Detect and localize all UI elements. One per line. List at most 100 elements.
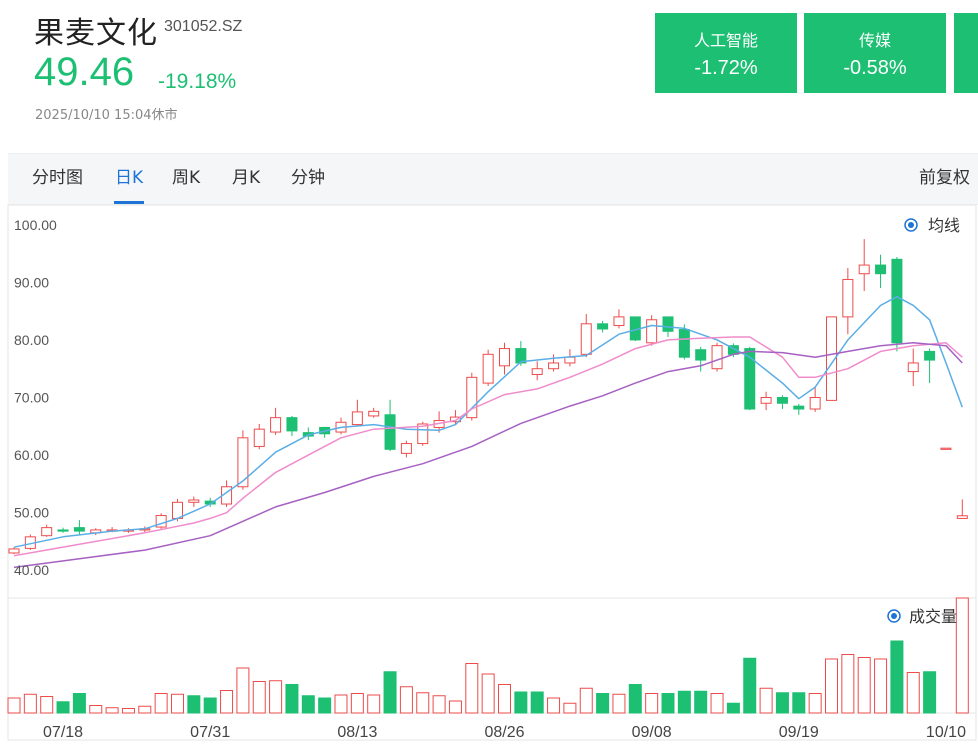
candle xyxy=(809,387,821,412)
volume-bar xyxy=(56,701,70,714)
candle-body xyxy=(597,323,609,330)
volume-bar xyxy=(187,695,201,714)
candle xyxy=(482,349,494,386)
tab-monthly-k[interactable]: 月K xyxy=(232,168,261,188)
candle-body xyxy=(564,356,576,364)
forward-adjust-button[interactable]: 前复权 xyxy=(919,168,970,188)
active-tab-underline xyxy=(114,201,144,204)
volume-bar xyxy=(825,658,838,714)
candle xyxy=(776,395,788,410)
tab-daily-k[interactable]: 日K xyxy=(115,168,144,188)
volume-bar xyxy=(203,697,217,714)
candle-body xyxy=(809,397,821,410)
volume-legend-radio-dot xyxy=(891,613,897,619)
volume-bar xyxy=(955,597,969,714)
candle xyxy=(760,391,772,411)
ma20-line xyxy=(13,342,963,569)
candle-body xyxy=(613,316,625,327)
volume-bar xyxy=(563,702,577,714)
chart-frame xyxy=(7,204,977,741)
x-tick-label: 07/18 xyxy=(43,724,83,741)
volume-legend[interactable]: 成交量 xyxy=(887,608,957,626)
volume-bar xyxy=(301,695,315,714)
candle-body xyxy=(515,348,527,364)
volume-bar xyxy=(579,687,593,714)
volume-bar xyxy=(792,692,806,714)
ma-legend-radio-dot xyxy=(908,222,914,228)
volume-bar xyxy=(759,687,773,714)
volume-bar xyxy=(399,686,413,714)
candle-body xyxy=(548,362,560,370)
sector-card-media[interactable]: 传媒 -0.58% xyxy=(804,13,946,93)
volume-bar xyxy=(367,694,381,714)
candle xyxy=(499,342,510,375)
candle-body xyxy=(417,423,429,445)
x-tick-label: 10/10 xyxy=(926,724,966,741)
volume-bar xyxy=(383,671,397,714)
volume-bar xyxy=(514,691,528,714)
candle xyxy=(924,348,936,384)
candle-body xyxy=(646,319,658,344)
volume-bar xyxy=(285,684,299,714)
volume-bar xyxy=(547,697,561,714)
volume-bar xyxy=(121,708,135,714)
candle xyxy=(41,524,53,537)
candle-body xyxy=(580,323,592,355)
volume-bar xyxy=(530,691,544,714)
x-tick-label: 07/31 xyxy=(190,724,230,741)
tab-weekly-k[interactable]: 周K xyxy=(172,168,201,188)
candle xyxy=(858,239,870,291)
candle-body xyxy=(744,348,756,410)
volume-bar xyxy=(743,657,757,714)
candle xyxy=(891,257,903,352)
candle xyxy=(368,407,380,418)
volume-bar xyxy=(775,692,789,714)
y-tick-label: 70.00 xyxy=(14,390,49,406)
candle-body xyxy=(891,258,903,344)
candle-body xyxy=(940,447,952,450)
volume-bar xyxy=(7,697,21,714)
tab-minute[interactable]: 分钟 xyxy=(291,168,325,188)
volume-bar xyxy=(906,672,920,714)
ma5-line xyxy=(13,295,964,548)
candle-body xyxy=(776,397,788,404)
y-tick-label: 40.00 xyxy=(14,562,49,578)
ma-legend-label: 均线 xyxy=(928,217,960,235)
volume-bar xyxy=(677,690,691,714)
sector-card-partial[interactable] xyxy=(954,13,978,93)
candle-body xyxy=(826,316,837,401)
candle-body xyxy=(482,353,494,384)
candle-body xyxy=(907,362,919,373)
ma-legend[interactable]: 均线 xyxy=(904,217,960,235)
volume-bar xyxy=(726,702,740,714)
tab-intraday[interactable]: 分时图 xyxy=(32,168,83,188)
candle xyxy=(580,314,592,358)
candle xyxy=(875,254,887,289)
current-price: 49.46 xyxy=(34,50,135,94)
candle xyxy=(221,480,233,507)
candle xyxy=(548,354,560,372)
x-tick-label: 08/26 xyxy=(484,724,524,741)
candle-body xyxy=(499,348,510,367)
sector-card-ai[interactable]: 人工智能 -1.72% xyxy=(655,13,797,93)
candle xyxy=(531,361,543,381)
candle-body xyxy=(368,410,380,417)
quote-timestamp: 2025/10/10 15:04休市 xyxy=(35,108,178,123)
candle-body xyxy=(188,499,200,503)
x-tick-label: 09/08 xyxy=(632,724,672,741)
candle-body xyxy=(270,417,282,433)
volume-bar xyxy=(318,697,332,714)
candle xyxy=(678,324,690,360)
candle-body xyxy=(57,529,69,532)
sector-change: -0.58% xyxy=(843,57,907,79)
candle xyxy=(237,430,249,490)
candle-body xyxy=(956,515,968,519)
candle-body xyxy=(41,527,53,537)
sector-name: 人工智能 xyxy=(693,31,758,50)
candle-body xyxy=(760,397,772,404)
volume-bar xyxy=(23,693,37,714)
candle xyxy=(940,447,952,450)
volume-bar xyxy=(416,692,430,714)
volume-bar xyxy=(171,693,184,714)
